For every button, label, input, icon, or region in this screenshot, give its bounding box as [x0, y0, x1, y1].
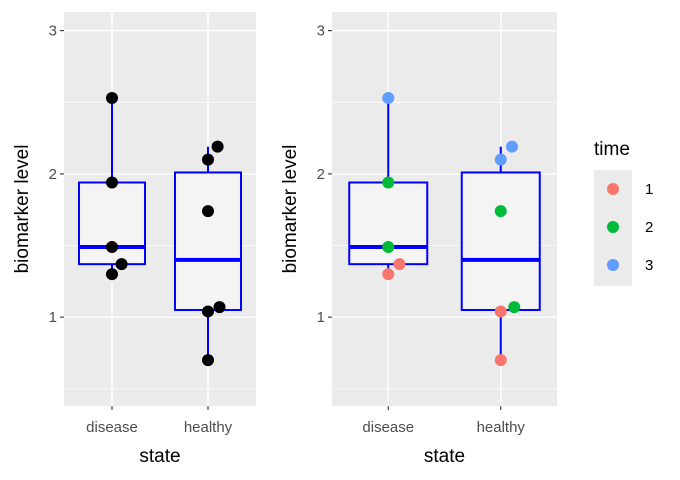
x-tick-label: healthy [477, 419, 526, 436]
data-point [382, 268, 395, 281]
x-tick-label: healthy [184, 419, 233, 436]
y-axis-title: biomarker level [280, 145, 301, 274]
y-tick-label: 2 [317, 166, 325, 183]
legend: time 1 2 3 [594, 139, 653, 286]
x-tick-label: disease [362, 419, 414, 436]
data-point [115, 258, 128, 271]
legend-key-2 [607, 221, 619, 233]
legend-label: 3 [645, 257, 653, 274]
data-point [106, 240, 118, 253]
panel-right: 1 2 3 disease healthy state biomarker level [280, 12, 557, 467]
data-point [382, 240, 395, 253]
box-healthy [174, 171, 242, 312]
y-axis-title: biomarker level [12, 145, 33, 274]
data-point [494, 354, 507, 367]
data-point [393, 258, 406, 271]
data-point [106, 268, 118, 281]
data-point [382, 176, 395, 189]
data-point [202, 354, 214, 367]
data-point [202, 205, 214, 218]
data-point [494, 205, 507, 218]
data-point [494, 153, 507, 166]
y-tick-label: 1 [49, 309, 57, 326]
data-point [506, 140, 518, 153]
x-tick-label: disease [86, 419, 138, 436]
data-point [494, 305, 507, 318]
legend-label: 2 [645, 219, 653, 236]
data-point [106, 91, 118, 104]
legend-title: time [594, 139, 630, 160]
data-point [213, 301, 226, 314]
x-axis-title: state [424, 446, 465, 467]
data-point [508, 301, 521, 314]
y-tick-label: 2 [49, 166, 57, 183]
data-point [211, 140, 224, 153]
y-tick-label: 1 [317, 309, 325, 326]
y-tick-label: 3 [317, 23, 325, 40]
data-point [382, 91, 395, 104]
data-point [202, 153, 214, 166]
legend-key-3 [607, 259, 619, 271]
legend-key-1 [607, 183, 619, 195]
data-point [106, 176, 118, 189]
data-point [202, 305, 214, 318]
x-axis-title: state [139, 446, 180, 467]
box-healthy [460, 171, 541, 312]
legend-label: 1 [645, 181, 653, 198]
y-tick-label: 3 [49, 23, 57, 40]
